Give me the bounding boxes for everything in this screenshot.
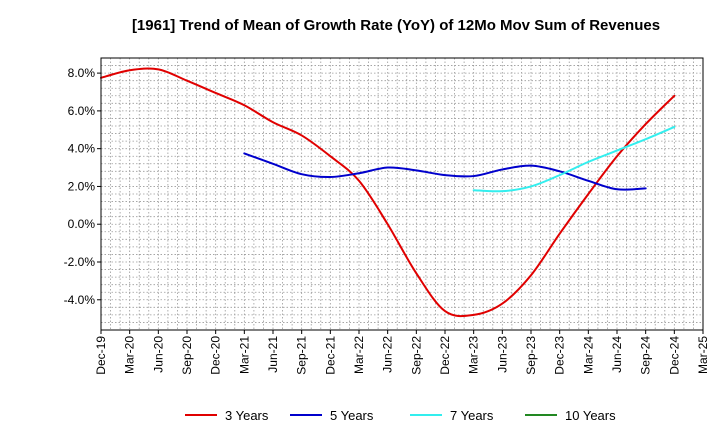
data-point-7-years [501,190,504,193]
series-line-3-years [100,67,676,318]
x-tick-label: Dec-19 [94,336,108,375]
x-tick-label: Mar-20 [123,336,137,374]
legend-label: 3 Years [225,408,269,423]
legend-label: 7 Years [450,408,494,423]
data-point-7-years [616,149,619,152]
x-tick-label: Dec-21 [323,336,337,375]
data-point-7-years [644,138,647,141]
x-tick-label: Jun-21 [266,336,280,373]
x-tick-label: Mar-21 [237,336,251,374]
data-point-5-years [587,179,590,182]
x-tick-label: Jun-22 [381,336,395,373]
data-point-3-years [243,104,246,107]
data-point-5-years [415,169,418,172]
data-point-5-years [358,172,361,175]
y-axis: -4.0% -2.0% 0.0% 2.0% 4.0% 6.0% 8.0% [64,66,101,307]
data-point-3-years [558,232,561,235]
data-point-3-years [444,310,447,313]
x-axis: Dec-19 Mar-20 Jun-20 Sep-20 Dec-20 Mar-21 Jun-… [94,330,710,375]
plot-frame [100,57,704,331]
grid [101,58,703,330]
data-point-3-years [530,274,533,277]
data-point-3-years [329,155,332,158]
legend-item-5-years: 5 Years [290,408,374,423]
data-point-5-years [243,152,246,155]
series-line-5-years [243,152,647,191]
data-point-3-years [128,69,131,72]
data-point-3-years [300,134,303,137]
data-point-5-years [329,176,332,179]
legend-item-7-years: 7 Years [410,408,494,423]
data-point-7-years [587,160,590,163]
data-point-3-years [415,272,418,275]
x-tick-label: Mar-24 [581,336,595,374]
data-point-3-years [272,121,275,124]
legend-item-3-years: 3 Years [185,408,269,423]
series-line-7-years [472,125,676,193]
data-point-3-years [644,123,647,126]
x-tick-label: Dec-24 [667,336,681,375]
data-point-3-years [186,79,189,82]
data-point-7-years [673,125,676,128]
data-point-3-years [587,193,590,196]
x-tick-label: Sep-23 [524,336,538,375]
data-point-5-years [558,170,561,173]
data-point-5-years [644,187,647,190]
data-point-3-years [358,179,361,182]
data-point-7-years [530,185,533,188]
y-tick-label: -2.0% [64,255,96,269]
x-tick-label: Sep-22 [409,336,423,375]
data-point-7-years [558,174,561,177]
x-tick-label: Sep-21 [295,336,309,375]
y-tick-label: 6.0% [68,104,96,118]
x-tick-label: Mar-25 [696,336,710,374]
legend-label: 5 Years [330,408,374,423]
data-point-3-years [386,223,389,226]
y-tick-label: 0.0% [68,217,96,231]
data-point-5-years [472,175,475,178]
legend-label: 10 Years [565,408,616,423]
x-tick-label: Jun-23 [495,336,509,373]
y-tick-label: -4.0% [64,293,96,307]
x-tick-label: Sep-24 [639,336,653,375]
x-tick-label: Sep-20 [180,336,194,375]
data-point-3-years [157,68,160,71]
data-point-7-years [472,189,475,192]
x-tick-label: Mar-22 [352,336,366,374]
x-tick-label: Mar-23 [467,336,481,374]
y-tick-label: 4.0% [68,142,96,156]
data-point-5-years [300,173,303,176]
data-point-5-years [530,164,533,167]
y-tick-label: 2.0% [68,179,96,193]
x-tick-label: Jun-20 [151,336,165,373]
x-tick-label: Dec-22 [438,336,452,375]
chart-title: [1961] Trend of Mean of Growth Rate (YoY… [132,17,660,34]
x-tick-label: Dec-20 [209,336,223,375]
data-point-5-years [386,166,389,169]
data-point-5-years [616,188,619,191]
data-point-3-years [616,155,619,158]
data-point-5-years [501,168,504,171]
data-point-3-years [214,91,217,94]
data-point-5-years [444,174,447,177]
series-layer [100,67,676,318]
y-tick-label: 8.0% [68,66,96,80]
data-point-3-years [673,94,676,97]
data-point-5-years [272,162,275,165]
x-tick-label: Jun-24 [610,336,624,373]
legend: 3 Years 5 Years 7 Years 10 Years [185,408,616,423]
data-point-3-years [501,302,504,305]
legend-item-10-years: 10 Years [525,408,616,423]
data-point-3-years [472,313,475,316]
x-tick-label: Dec-23 [553,336,567,375]
